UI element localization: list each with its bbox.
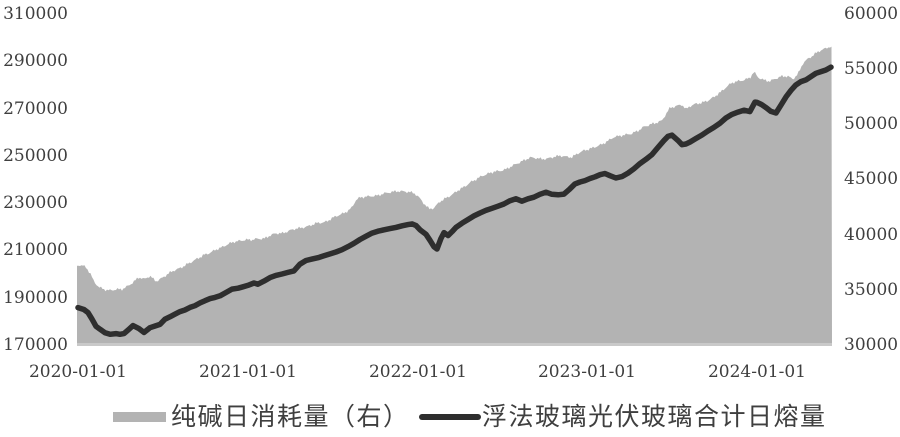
left-axis-tick-label: 250000: [3, 146, 68, 166]
legend-area-label: 纯碱日消耗量（右）: [171, 402, 410, 431]
left-axis-tick-label: 210000: [3, 240, 68, 260]
right-axis: 60000 55000 50000 45000 40000 35000 3000…: [844, 4, 898, 355]
x-axis-baseline: [77, 343, 832, 346]
right-axis-tick-label: 35000: [844, 280, 898, 300]
line-series: [75, 64, 834, 338]
legend-area-swatch: [113, 412, 166, 422]
area-series: [77, 46, 832, 344]
x-axis-tick-label: 2023-01-01: [538, 362, 636, 382]
left-axis: 310000 290000 270000 250000 230000 21000…: [3, 4, 68, 355]
x-axis-tick-label: 2024-01-01: [708, 362, 806, 382]
left-axis-tick-label: 230000: [3, 193, 68, 213]
left-axis-tick-label: 290000: [3, 51, 68, 71]
x-axis-tick-label: 2021-01-01: [199, 362, 297, 382]
x-axis: 2020-01-01 2021-01-01 2022-01-01 2023-01…: [29, 362, 806, 382]
legend-line-label: 浮法玻璃光伏玻璃合计日熔量: [482, 402, 827, 431]
right-axis-tick-label: 40000: [844, 225, 898, 245]
x-axis-tick-label: 2022-01-01: [369, 362, 467, 382]
left-axis-tick-label: 310000: [3, 4, 68, 24]
left-axis-tick-label: 270000: [3, 99, 68, 119]
right-axis-tick-label: 50000: [844, 114, 898, 134]
legend: 纯碱日消耗量（右） 浮法玻璃光伏玻璃合计日熔量: [113, 402, 827, 431]
left-axis-tick-label: 190000: [3, 288, 68, 308]
left-axis-tick-label: 170000: [3, 335, 68, 355]
right-axis-tick-label: 45000: [844, 169, 898, 189]
right-axis-tick-label: 55000: [844, 59, 898, 79]
right-axis-tick-label: 60000: [844, 4, 898, 24]
x-axis-tick-label: 2020-01-01: [29, 362, 127, 382]
right-axis-tick-label: 30000: [844, 335, 898, 355]
